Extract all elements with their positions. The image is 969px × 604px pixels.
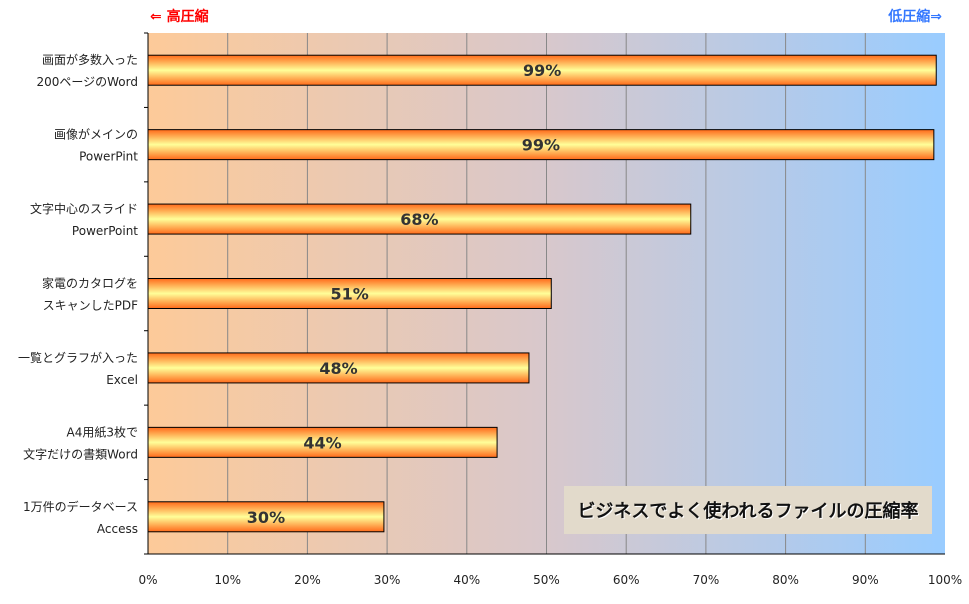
x-tick-label: 70%	[693, 573, 720, 587]
category-label: 画面が多数入った	[42, 52, 138, 67]
x-tick-label: 20%	[294, 573, 321, 587]
category-label: 一覧とグラフが入った	[18, 350, 138, 365]
data-label: 99%	[523, 61, 561, 80]
category-label: 1万件のデータベース	[23, 499, 138, 514]
x-tick-label: 100%	[928, 573, 962, 587]
category-label: A4用紙3枚で	[67, 424, 138, 439]
low-compression-label: 低圧縮⇒	[887, 8, 942, 25]
category-label: 文字中心のスライド	[30, 201, 138, 216]
bar	[147, 129, 935, 161]
data-label: 51%	[330, 285, 368, 304]
x-tick-label: 0%	[138, 573, 157, 587]
bar	[147, 203, 692, 235]
x-tick-label: 10%	[214, 573, 241, 587]
x-tick-label: 50%	[533, 573, 560, 587]
category-label: Excel	[106, 373, 138, 387]
x-tick-label: 40%	[453, 573, 480, 587]
bar	[147, 426, 498, 458]
bar	[147, 278, 552, 309]
x-tick-label: 90%	[852, 573, 879, 587]
x-tick-label: 30%	[374, 573, 401, 587]
category-label: 200ページのWord	[36, 75, 138, 89]
data-label: 68%	[400, 210, 438, 229]
x-tick-label: 60%	[613, 573, 640, 587]
category-label: PowerPint	[79, 150, 138, 164]
category-label: 文字だけの書類Word	[23, 446, 138, 461]
data-label: 99%	[522, 136, 560, 155]
category-label: Access	[97, 522, 138, 536]
bar	[147, 501, 385, 533]
bar	[147, 352, 530, 384]
data-label: 44%	[303, 433, 341, 452]
data-label: 30%	[247, 508, 285, 527]
data-label: 48%	[319, 359, 357, 378]
chart-title: ビジネスでよく使われるファイルの圧縮率	[564, 486, 932, 534]
x-tick-label: 80%	[772, 573, 799, 587]
category-label: スキャンしたPDF	[43, 299, 138, 313]
category-label: PowerPoint	[72, 224, 138, 238]
category-label: 家電のカタログを	[42, 276, 138, 291]
high-compression-label: ⇐ 高圧縮	[150, 8, 209, 25]
category-label: 画像がメインの	[54, 127, 138, 142]
